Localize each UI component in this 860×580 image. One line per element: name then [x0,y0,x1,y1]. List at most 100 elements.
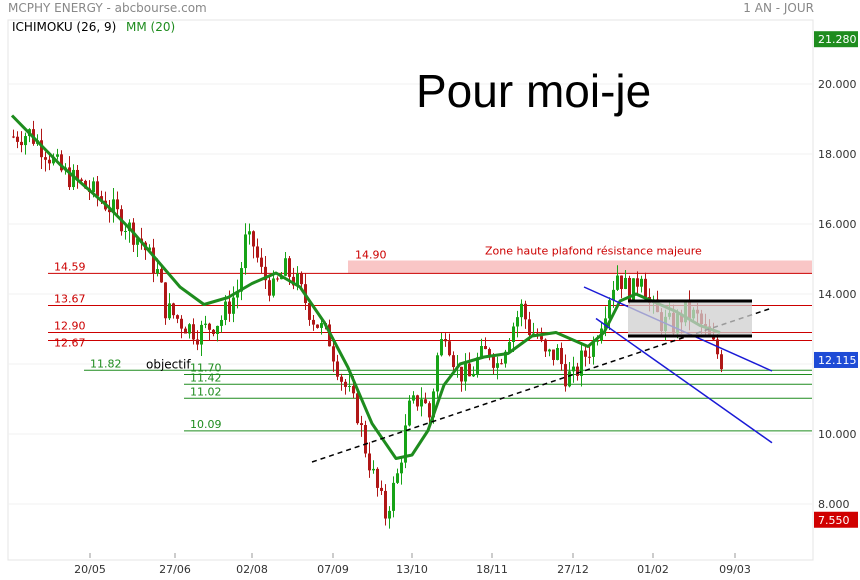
candle-body [356,393,359,424]
candle-body [608,300,611,319]
x-tick-label: 01/02 [637,563,669,576]
candle-body [564,364,567,387]
candle-body [480,346,483,358]
candle-body [208,323,211,330]
candle-body [20,141,23,146]
candle-body [464,363,467,382]
candle-body [148,247,151,251]
mm-legend: MM (20) [126,20,176,34]
max-price-tag-bg [814,31,858,48]
candle-body [60,154,63,171]
candle-body [412,395,415,401]
candle-body [220,319,223,326]
candle-body [448,341,451,356]
channel-lower-line [595,317,773,444]
candle-body [560,347,563,365]
annotation-text: Pour moi-je [416,65,652,117]
candle-body [320,323,323,328]
candle-body [76,169,79,180]
candle-body [428,403,431,418]
candle-body [548,349,551,352]
candle-body [376,468,379,488]
candle-body [476,357,479,374]
candle-body [156,269,159,274]
candle-body [720,354,723,370]
candle-body [488,349,491,357]
candle-body [520,303,523,318]
candle-body [576,366,579,376]
candle-body [408,400,411,426]
candle-body [332,346,335,362]
candle-body [180,318,183,329]
candle-body [468,363,471,377]
candle-body [232,297,235,314]
candle-body [404,425,407,463]
y-tick-label: 10.000 [818,428,857,441]
y-tick-label: 20.000 [818,78,857,91]
candle-body [580,350,583,376]
candle-body [96,181,99,197]
candle-body [172,303,175,316]
candle-body [624,277,627,289]
green-level-label: 11.70 [190,362,222,375]
candle-body [264,266,267,281]
candle-body [568,371,571,387]
candle-body [296,273,299,286]
candle-body [84,180,87,189]
candle-body [528,319,531,335]
ichimoku-legend: ICHIMOKU (26, 9) [12,20,117,34]
candle-body [24,136,27,146]
candle-body [164,282,167,319]
candle-body [368,453,371,471]
candle-body [108,209,111,213]
candle-body [360,423,363,426]
red-level-label: 12.67 [54,337,86,350]
candle-body [516,317,519,327]
x-tick-label: 13/10 [396,563,428,576]
candle-body [12,136,15,138]
candle-body [524,303,527,320]
resistance-zone-text: Zone haute plafond résistance majeure [485,245,702,258]
candle-body [68,167,71,188]
candle-body [48,159,51,164]
candle-body [92,181,95,193]
candle-body [472,373,475,377]
candle-body [604,318,607,329]
candle-body [212,329,215,334]
candle-body [240,268,243,292]
candle-body [316,324,319,328]
resistance-zone [348,260,812,274]
candle-body [288,258,291,277]
candle-body [424,399,427,404]
candle-body [40,140,43,158]
candle-body [72,169,75,188]
candle-body [292,276,295,286]
candle-body [228,301,231,314]
x-tick-label: 07/09 [317,563,349,576]
red-level-label: 13.67 [54,293,86,306]
x-tick-label: 02/08 [236,563,268,576]
candle-body [440,339,443,356]
x-tick-label: 09/03 [719,563,751,576]
resistance-zone-level-label: 14.90 [355,249,387,262]
candle-body [384,490,387,519]
candle-body [644,278,647,297]
candle-body [400,462,403,474]
red-level-label: 12.90 [54,320,86,333]
candle-body [616,275,619,290]
candle-body [632,278,635,301]
candle-body [200,324,203,345]
consolidation-box [628,301,752,336]
x-tick-label: 20/05 [74,563,106,576]
candle-body [312,319,315,325]
chart-title: MCPHY ENERGY - abcbourse.com [8,1,207,15]
min-price-tag-bg [814,511,858,528]
x-tick-label: 18/11 [476,563,508,576]
green-level-label: 11.82 [90,357,122,370]
candle-body [124,230,127,232]
candle-body [396,473,399,483]
candle-body [640,278,643,287]
min-price-tag: 7.550 [818,514,850,527]
candle-body [176,315,179,319]
